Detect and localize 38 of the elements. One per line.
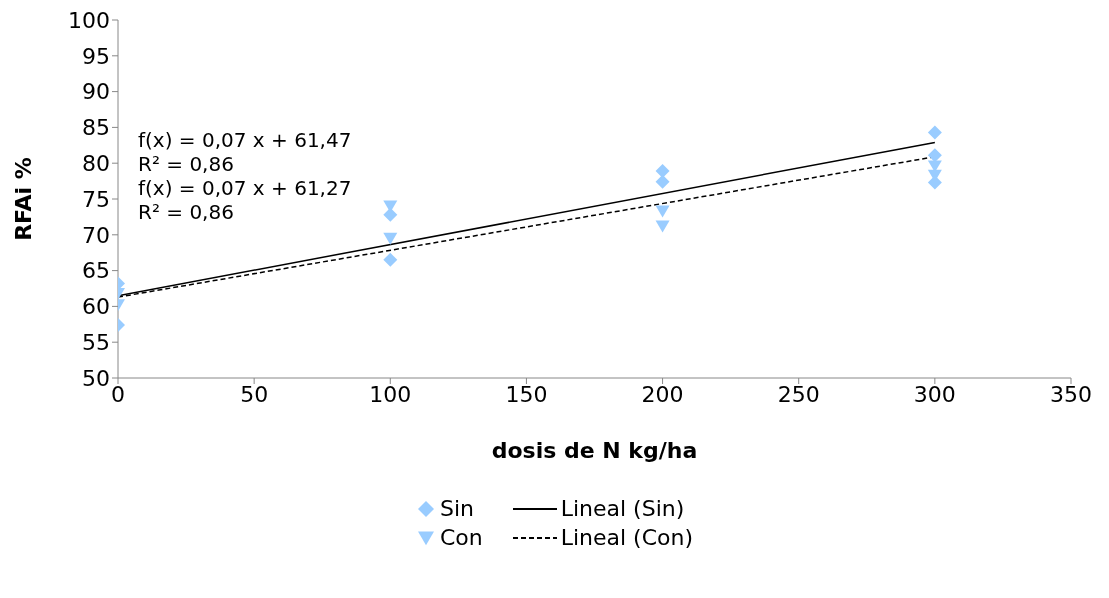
y-tick-label: 100 (68, 7, 110, 33)
y-axis-title: RFAi % (10, 157, 36, 241)
legend-label: Lineal (Con) (560, 525, 694, 550)
point (383, 232, 398, 245)
y-tick-label: 90 (82, 79, 110, 105)
y-tick-label: 85 (82, 115, 110, 141)
x-axis-title: dosis de N kg/ha (491, 438, 698, 463)
point (655, 174, 670, 189)
point (927, 125, 942, 140)
y-tick-label: 95 (82, 43, 110, 69)
x-tick-label: 200 (641, 381, 684, 407)
y-tick-label: 70 (82, 222, 110, 248)
y-tick-label: 75 (82, 186, 110, 212)
annotation: R² = 0,86 (138, 152, 235, 176)
x-tick-label: 150 (505, 381, 548, 407)
x-tick-label: 350 (1050, 381, 1092, 407)
annotation: f(x) = 0,07 x + 61,47 (138, 128, 352, 152)
y-tick-label: 60 (82, 294, 110, 320)
legend-label: Lineal (Sin) (560, 496, 685, 521)
x-tick-label: 300 (913, 381, 956, 407)
point (383, 207, 398, 222)
point (927, 148, 942, 163)
point (655, 164, 670, 179)
point (655, 220, 670, 233)
x-tick-label: 100 (369, 381, 412, 407)
x-tick-label: 50 (240, 381, 269, 407)
annotation: f(x) = 0,07 x + 61,27 (138, 176, 352, 200)
legend-label: Con (439, 525, 483, 550)
y-tick-label: 50 (82, 365, 110, 391)
y-tick-label: 80 (82, 151, 110, 177)
y-tick-label: 55 (82, 330, 110, 356)
x-tick-label: 0 (111, 381, 125, 407)
y-tick-label: 65 (82, 258, 110, 284)
x-tick-label: 250 (777, 381, 820, 407)
point (655, 205, 670, 218)
point (383, 252, 398, 267)
annotation: R² = 0,86 (138, 200, 235, 224)
legend-label: Sin (439, 496, 474, 521)
